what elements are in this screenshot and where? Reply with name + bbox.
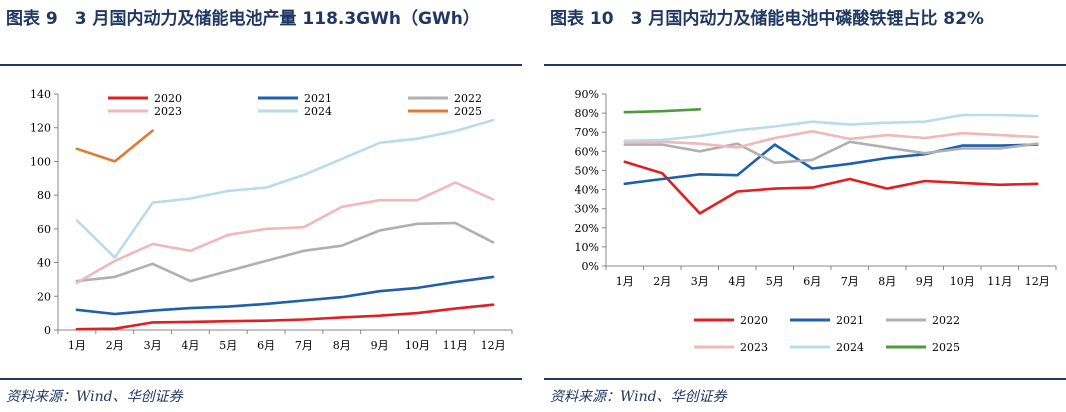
chart-source: 资料来源：Wind、华创证券 xyxy=(550,389,727,405)
x-tick-label: 11月 xyxy=(443,339,468,352)
y-tick-label: 20 xyxy=(37,290,51,303)
series-line-2020 xyxy=(623,160,1039,215)
x-tick-label: 1月 xyxy=(68,339,86,352)
legend-label-2024: 2024 xyxy=(836,341,864,354)
x-tick-label: 9月 xyxy=(916,275,934,288)
series-line-2022 xyxy=(623,140,1039,165)
legend-label-2022: 2022 xyxy=(454,92,482,105)
x-tick-label: 11月 xyxy=(987,275,1012,288)
y-tick-label: 10% xyxy=(575,241,599,254)
y-tick-label: 140 xyxy=(30,88,51,101)
legend-label-2024: 2024 xyxy=(304,105,332,118)
series-line-2021 xyxy=(75,275,495,316)
x-tick-label: 3月 xyxy=(691,275,709,288)
x-tick-label: 5月 xyxy=(766,275,784,288)
y-tick-label: 80% xyxy=(575,107,599,120)
series-line-2025 xyxy=(623,107,702,114)
chart-title: 图表 9 3 月国内动力及储能电池产量 118.3GWh（GWh） xyxy=(6,9,480,29)
line-chart-lfp-share: 0% 10% 20% 30% 40% 50% 60% 70% 80% 90% 1月 2月 3月 4月 5月 6… xyxy=(575,88,1057,354)
y-tick-label: 120 xyxy=(30,122,51,135)
x-tick-label: 6月 xyxy=(803,275,821,288)
y-tick-label: 40 xyxy=(37,257,51,270)
line-chart-battery-output: 0 20 40 60 80 100 120 140 1月 2月 3月 4月 5月 6月 7月 8月 9月 10月 1… xyxy=(30,88,513,352)
y-tick-label: 60 xyxy=(37,223,51,236)
x-tick-label: 8月 xyxy=(333,339,351,352)
series-line-2024 xyxy=(75,118,495,259)
source-divider xyxy=(544,378,1066,380)
x-tick-label: 6月 xyxy=(257,339,275,352)
legend-label-2021: 2021 xyxy=(836,314,864,327)
title-divider xyxy=(0,64,522,66)
y-tick-label: 0% xyxy=(582,260,599,273)
x-tick-label: 12月 xyxy=(1025,275,1050,288)
series-line-2024 xyxy=(623,113,1039,143)
x-tick-label: 5月 xyxy=(219,339,237,352)
chart-title: 图表 10 3 月国内动力及储能电池中磷酸铁锂占比 82% xyxy=(550,9,984,29)
legend-label-2020: 2020 xyxy=(740,314,768,327)
y-tick-label: 70% xyxy=(575,126,599,139)
y-tick-label: 80 xyxy=(37,189,51,202)
x-tick-label: 2月 xyxy=(106,339,124,352)
chart-panel-battery-output: 图表 9 3 月国内动力及储能电池产量 118.3GWh（GWh） 0 20 40 6… xyxy=(0,0,522,412)
series-line-2023 xyxy=(75,181,495,285)
x-tick-label: 4月 xyxy=(728,275,746,288)
x-tick-label: 10月 xyxy=(405,339,430,352)
y-tick-label: 50% xyxy=(575,164,599,177)
x-tick-label: 7月 xyxy=(295,339,313,352)
y-tick-label: 40% xyxy=(575,184,599,197)
chart-panel-lfp-share: 图表 10 3 月国内动力及储能电池中磷酸铁锂占比 82% 0% 10% 20% 30… xyxy=(544,0,1066,412)
series-line-2025 xyxy=(75,129,154,163)
legend-label-2023: 2023 xyxy=(740,341,768,354)
x-tick-label: 1月 xyxy=(616,275,634,288)
series-line-2023 xyxy=(623,129,1039,149)
y-tick-label: 30% xyxy=(575,203,599,216)
source-divider xyxy=(0,378,522,380)
legend-label-2025: 2025 xyxy=(932,341,960,354)
x-tick-label: 12月 xyxy=(481,339,506,352)
legend-label-2021: 2021 xyxy=(304,92,332,105)
x-tick-label: 10月 xyxy=(950,275,975,288)
legend-label-2022: 2022 xyxy=(932,314,960,327)
legend-label-2025: 2025 xyxy=(454,105,482,118)
x-tick-label: 9月 xyxy=(371,339,389,352)
series-line-2021 xyxy=(623,143,1039,186)
y-tick-label: 100 xyxy=(30,155,51,168)
series-line-2022 xyxy=(75,221,495,283)
x-tick-label: 7月 xyxy=(841,275,859,288)
series-line-2020 xyxy=(75,303,495,331)
title-divider xyxy=(544,64,1066,66)
y-tick-label: 90% xyxy=(575,88,599,101)
x-tick-label: 4月 xyxy=(181,339,199,352)
x-tick-label: 8月 xyxy=(878,275,896,288)
chart-source: 资料来源：Wind、华创证券 xyxy=(6,389,183,405)
legend-label-2020: 2020 xyxy=(154,92,182,105)
y-tick-label: 60% xyxy=(575,145,599,158)
legend-label-2023: 2023 xyxy=(154,105,182,118)
x-tick-label: 3月 xyxy=(144,339,162,352)
x-tick-label: 2月 xyxy=(653,275,671,288)
y-tick-label: 0 xyxy=(44,324,51,337)
y-tick-label: 20% xyxy=(575,222,599,235)
